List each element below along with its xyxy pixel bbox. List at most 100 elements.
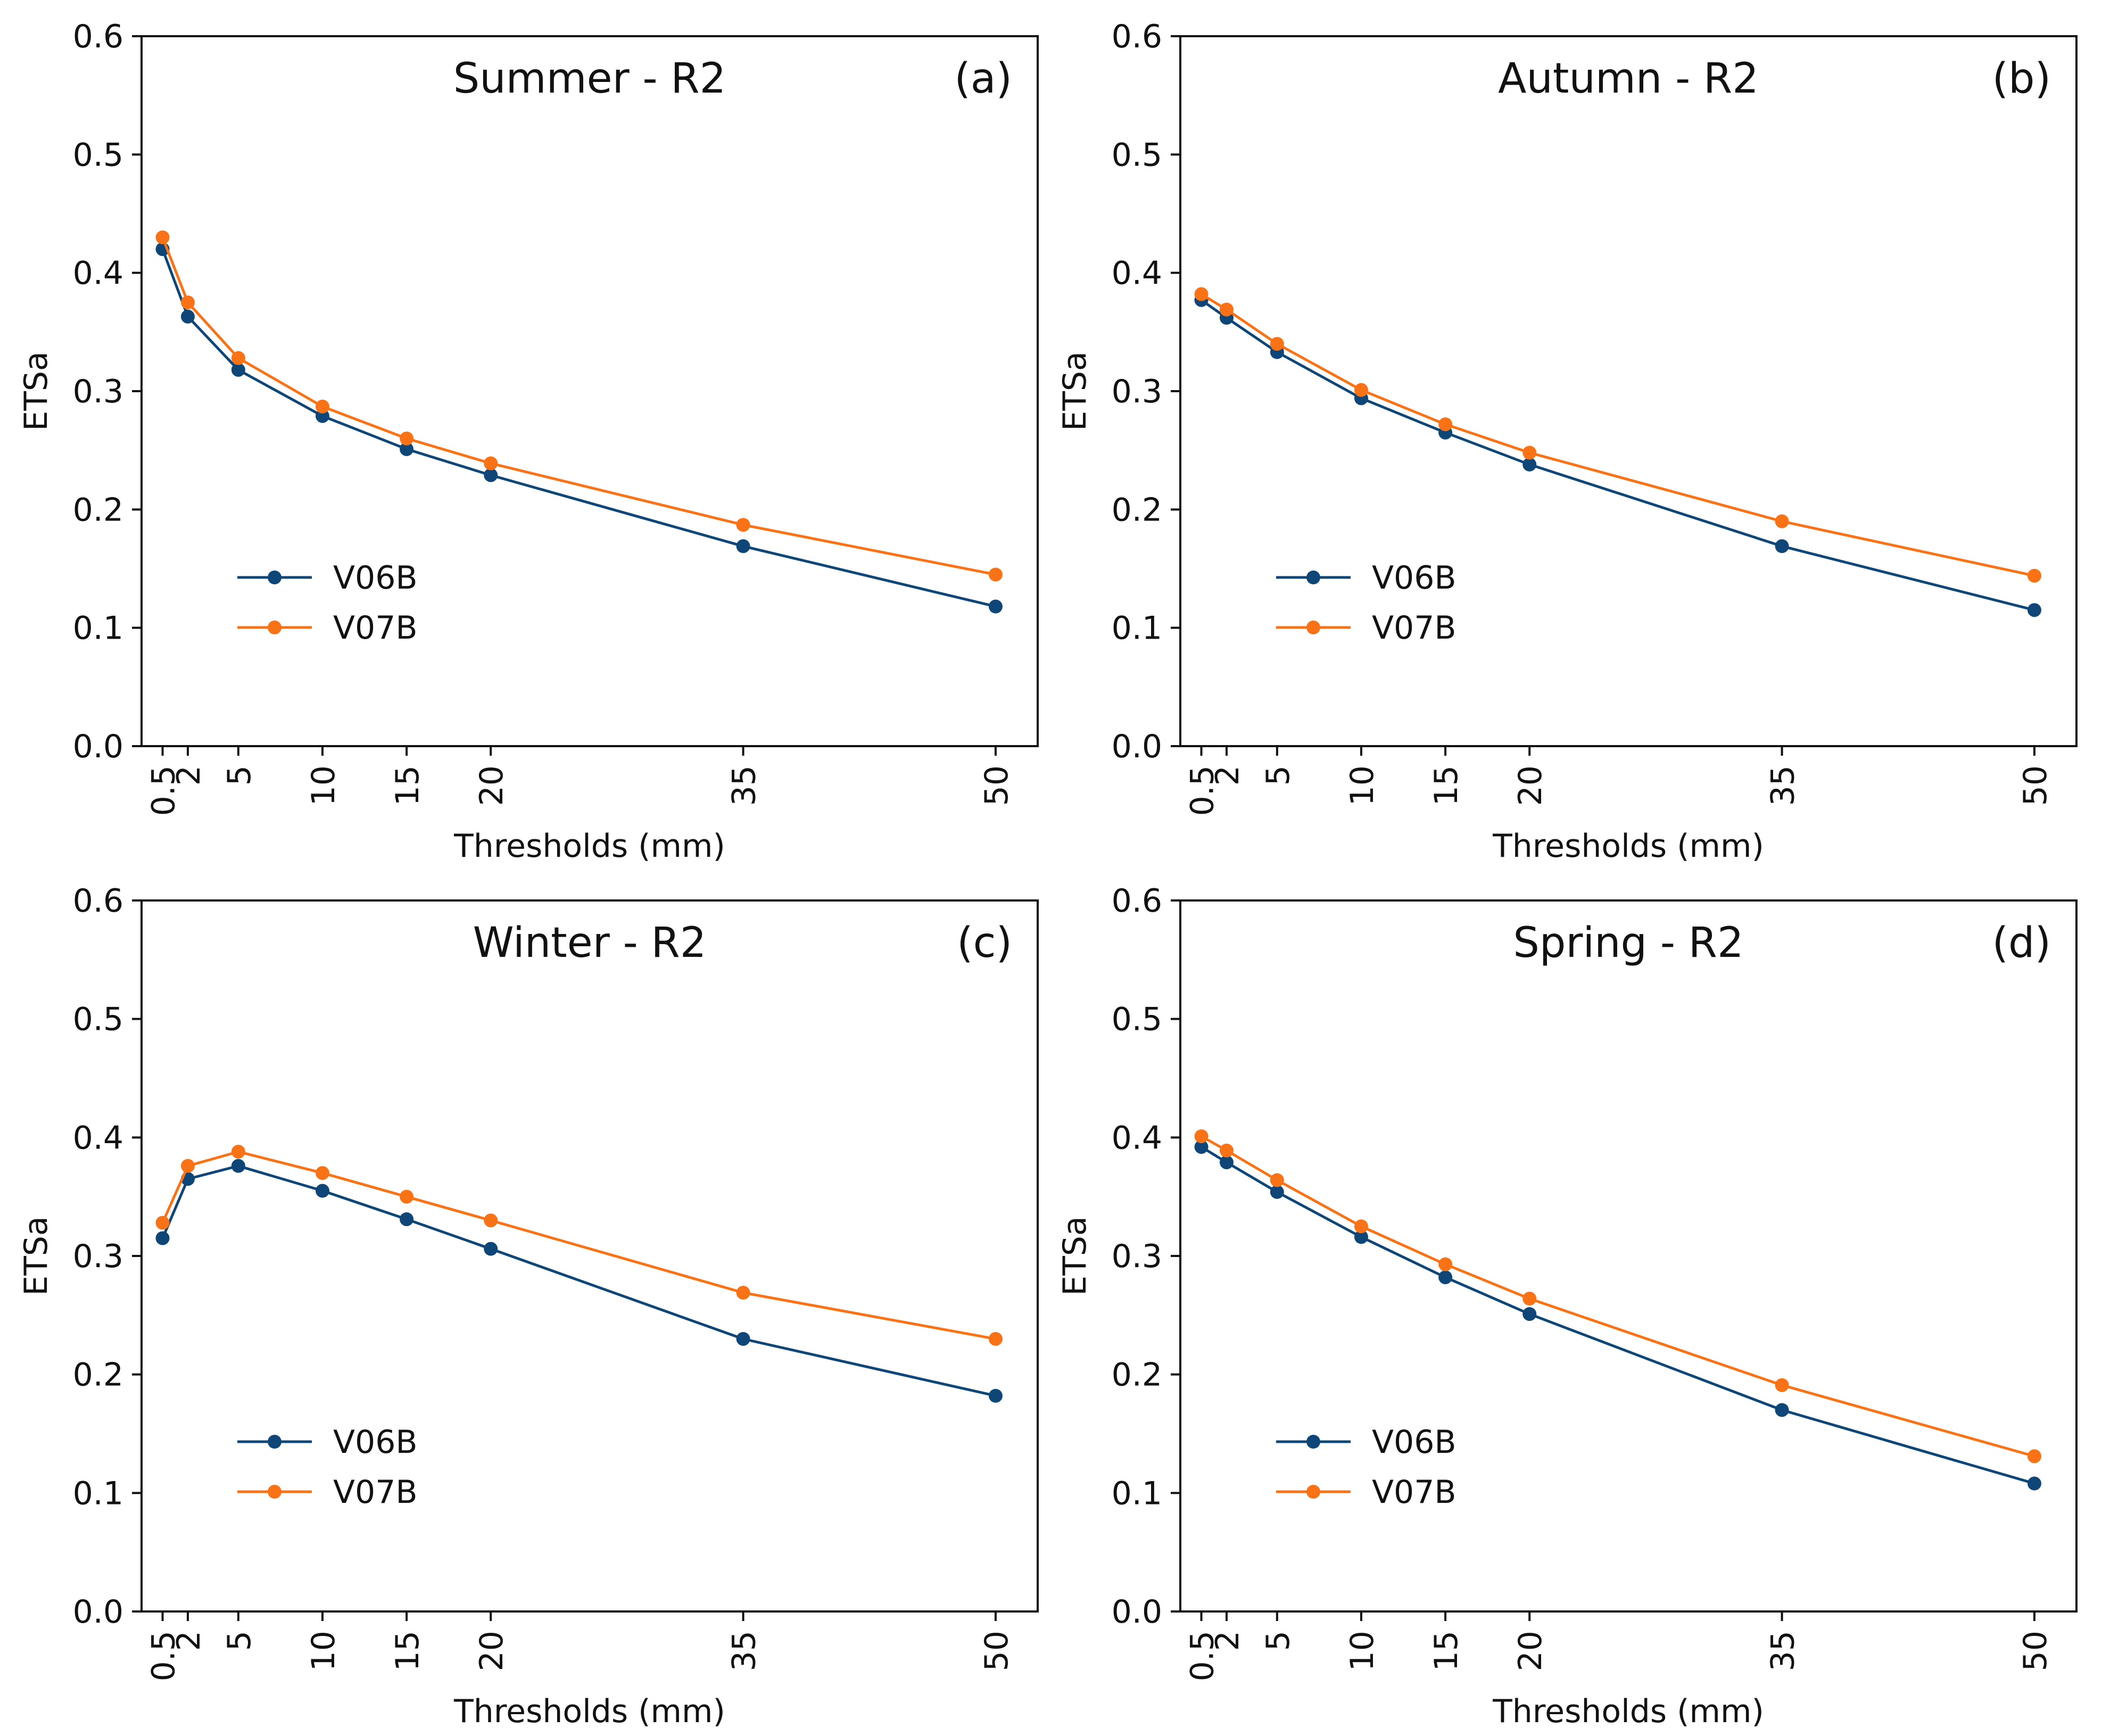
y-tick-label: 0.2 — [1112, 1357, 1162, 1394]
data-point-v06b — [155, 1231, 170, 1245]
legend-marker-v07b — [268, 1485, 282, 1499]
x-tick-label: 15 — [389, 765, 426, 806]
data-point-v07b — [736, 1286, 750, 1300]
chart-panel-d: 0.00.10.20.30.40.50.60.52 5 10 15 20 35 50Thre… — [1056, 882, 2078, 1730]
x-tick-label: 15 — [1428, 1631, 1465, 1671]
y-tick-label: 0.6 — [73, 882, 123, 920]
chart-panel-a: 0.00.10.20.30.40.50.60.52 5 10 15 20 35 50Thre… — [18, 18, 1039, 865]
x-tick-label: 0.5 — [145, 1631, 183, 1681]
panel-label: (a) — [954, 55, 1012, 103]
y-tick-label: 0.0 — [73, 1593, 123, 1631]
legend-label-v07b: V07B — [1372, 1474, 1456, 1511]
x-tick-label: 5 — [1260, 765, 1297, 786]
chart-title: Winter - R2 — [473, 919, 707, 967]
legend-marker-v07b — [1306, 621, 1320, 634]
data-point-v06b — [1219, 1155, 1234, 1170]
y-tick-label: 0.4 — [73, 1119, 123, 1156]
legend-label-v06b: V06B — [1372, 1424, 1456, 1461]
data-point-v06b — [1270, 1185, 1284, 1199]
data-point-v07b — [1775, 514, 1789, 528]
data-point-v07b — [2027, 568, 2041, 583]
y-tick-label: 0.1 — [1112, 610, 1162, 647]
x-axis-label: Thresholds (mm) — [1492, 828, 1764, 865]
y-tick-label: 0.5 — [1112, 1001, 1162, 1038]
data-point-v07b — [1194, 1129, 1209, 1144]
data-point-v06b — [484, 468, 498, 482]
data-point-v06b — [988, 599, 1003, 614]
x-tick-label: 20 — [1512, 1631, 1549, 1671]
x-tick-label: 35 — [726, 765, 763, 806]
x-tick-label: 10 — [1344, 1631, 1381, 1671]
data-point-v07b — [1354, 383, 1368, 397]
chart-panel-b: 0.00.10.20.30.40.50.60.52 5 10 15 20 35 50Thre… — [1056, 18, 2078, 865]
y-tick-label: 0.1 — [73, 610, 123, 647]
data-point-v07b — [1522, 1292, 1537, 1306]
x-tick-label: 0.5 — [1184, 1631, 1221, 1681]
y-tick-label: 0.5 — [73, 136, 123, 173]
data-point-v07b — [231, 351, 245, 365]
series-line-v06b — [1201, 299, 2035, 611]
y-tick-label: 0.3 — [1112, 1238, 1162, 1275]
x-tick-label: 35 — [1765, 1631, 1802, 1671]
data-point-v06b — [1354, 1230, 1368, 1244]
series-line-v06b — [161, 1164, 996, 1398]
x-tick-label: 5 — [221, 1631, 258, 1651]
y-tick-label: 0.0 — [1112, 728, 1162, 765]
y-tick-label: 0.3 — [73, 373, 123, 410]
data-point-v07b — [1270, 1173, 1284, 1187]
y-tick-label: 0.6 — [73, 18, 123, 55]
data-point-v07b — [1438, 417, 1453, 432]
data-point-v07b — [180, 295, 195, 310]
y-tick-label: 0.5 — [1112, 136, 1162, 173]
x-axis-label: Thresholds (mm) — [453, 1693, 725, 1730]
data-point-v07b — [484, 456, 498, 470]
data-point-v07b — [2027, 1449, 2041, 1464]
plot-frame — [140, 899, 1039, 1613]
data-point-v06b — [231, 1159, 245, 1173]
data-point-v06b — [1775, 539, 1789, 553]
legend-label-v07b: V07B — [1372, 609, 1456, 647]
series-line-v06b — [161, 249, 996, 608]
legend-marker-v06b — [1306, 571, 1320, 584]
data-point-v06b — [400, 442, 414, 456]
series-line-v07b — [161, 237, 996, 576]
y-tick-label: 0.1 — [73, 1475, 123, 1512]
data-point-v07b — [1354, 1219, 1368, 1234]
y-axis-label: ETSa — [18, 1216, 55, 1295]
y-tick-label: 0.0 — [73, 728, 123, 765]
data-point-v07b — [315, 1166, 329, 1180]
x-axis-label: Thresholds (mm) — [1492, 1693, 1764, 1730]
data-point-v07b — [988, 567, 1003, 582]
data-point-v06b — [180, 309, 195, 324]
y-tick-label: 0.3 — [1112, 373, 1162, 410]
x-tick-label: 2 — [1209, 1631, 1246, 1651]
x-tick-label: 15 — [1428, 765, 1465, 806]
data-point-v06b — [2027, 603, 2041, 617]
x-tick-label: 5 — [1260, 1631, 1297, 1651]
x-tick-label: 50 — [978, 765, 1015, 806]
x-tick-label: 0.5 — [1184, 765, 1221, 816]
data-point-v06b — [1194, 1140, 1209, 1154]
x-tick-label: 50 — [2017, 765, 2054, 806]
legend-label-v07b: V07B — [333, 609, 418, 647]
y-tick-label: 0.0 — [1112, 1593, 1162, 1631]
y-axis-label: ETSa — [18, 351, 55, 431]
y-tick-label: 0.6 — [1112, 18, 1162, 55]
data-point-v07b — [1775, 1378, 1789, 1392]
data-point-v07b — [1219, 302, 1234, 317]
x-tick-label: 5 — [221, 765, 258, 786]
data-point-v06b — [1522, 1307, 1537, 1321]
legend-label-v06b: V06B — [333, 1424, 418, 1461]
legend-label-v06b: V06B — [1372, 559, 1456, 597]
x-tick-label: 0.5 — [145, 765, 183, 816]
x-tick-label: 35 — [1765, 765, 1802, 806]
x-tick-label: 50 — [2017, 1631, 2054, 1671]
x-tick-label: 2 — [1209, 765, 1246, 786]
data-point-v06b — [988, 1388, 1003, 1403]
data-point-v07b — [1270, 337, 1284, 351]
panel-label: (c) — [957, 919, 1012, 967]
series-line-v06b — [1201, 1145, 2035, 1485]
data-point-v07b — [400, 431, 414, 445]
data-point-v07b — [1438, 1257, 1453, 1271]
